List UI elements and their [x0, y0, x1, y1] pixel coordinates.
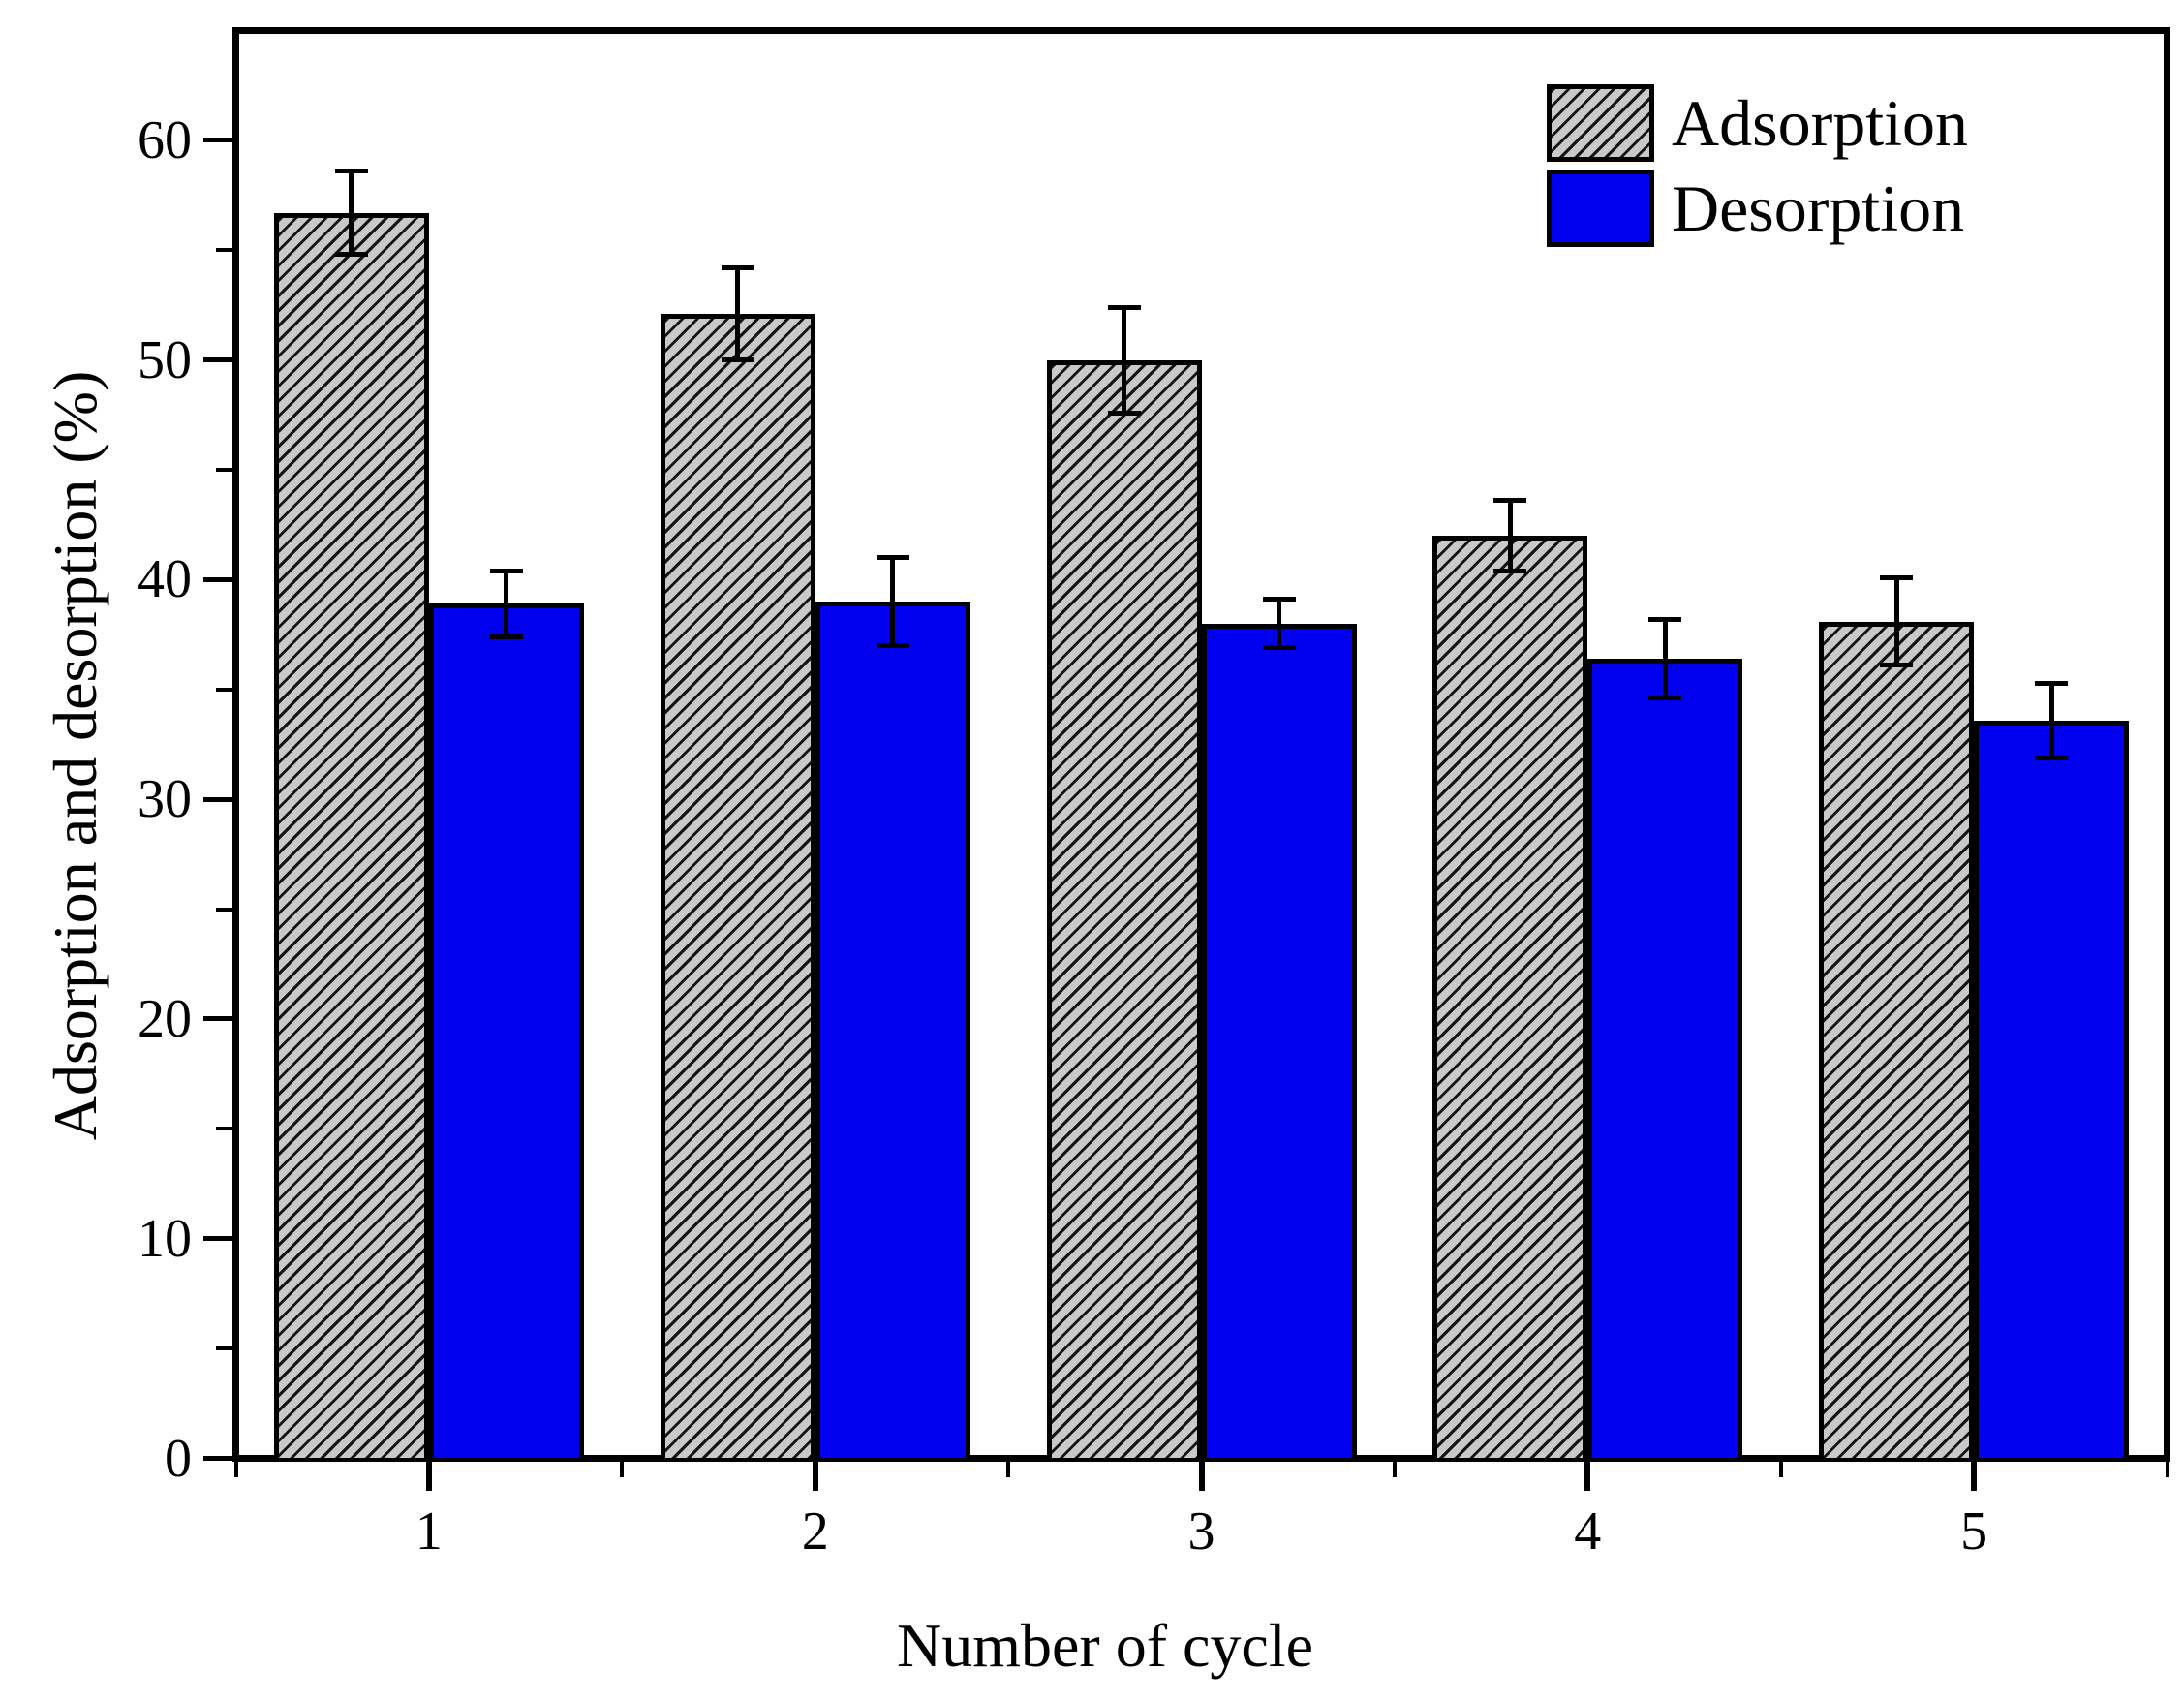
- bar-adsorption-cycle-2: [660, 314, 815, 1459]
- error-bar-desorption-cycle-1-cap-top: [489, 568, 523, 573]
- x-major-tick-3: [1198, 1462, 1205, 1491]
- y-major-tick-20: [203, 1016, 232, 1022]
- x-axis-title: Number of cycle: [896, 1611, 1314, 1680]
- plot-frame-right: [2164, 27, 2170, 1462]
- error-bar-adsorption-cycle-1-line: [349, 170, 354, 255]
- y-minor-tick-35: [216, 687, 232, 692]
- y-tick-label-20: 20: [138, 988, 192, 1049]
- y-axis-line: [232, 27, 239, 1462]
- x-major-tick-2: [812, 1462, 818, 1491]
- error-bar-desorption-cycle-1-cap-bottom: [489, 634, 523, 639]
- y-tick-label-60: 60: [138, 109, 192, 170]
- y-minor-tick-25: [216, 907, 232, 912]
- x-minor-tick-0.5: [233, 1462, 238, 1477]
- legend-label-desorption: Desorption: [1672, 171, 1965, 245]
- y-minor-tick-5: [216, 1346, 232, 1351]
- x-tick-label-2: 2: [801, 1501, 829, 1562]
- x-minor-tick-1.5: [620, 1462, 625, 1477]
- error-bar-adsorption-cycle-5-cap-top: [1880, 574, 1914, 580]
- error-bar-desorption-cycle-2-cap-top: [876, 555, 909, 561]
- bar-desorption-cycle-4: [1587, 659, 1743, 1459]
- error-bar-desorption-cycle-3-cap-top: [1262, 597, 1296, 603]
- error-bar-desorption-cycle-4-cap-bottom: [1648, 696, 1682, 701]
- y-major-tick-10: [203, 1236, 232, 1242]
- error-bar-desorption-cycle-3-cap-bottom: [1262, 645, 1296, 651]
- error-bar-desorption-cycle-2-line: [890, 557, 896, 646]
- y-minor-tick-55: [216, 248, 232, 253]
- bar-adsorption-cycle-3: [1046, 359, 1202, 1459]
- y-major-tick-30: [203, 796, 232, 802]
- error-bar-desorption-cycle-4-cap-top: [1648, 616, 1682, 622]
- x-tick-label-4: 4: [1574, 1501, 1602, 1562]
- x-axis-line: [232, 1455, 2170, 1462]
- error-bar-desorption-cycle-5-line: [2048, 683, 2054, 758]
- x-major-tick-4: [1584, 1462, 1591, 1491]
- bar-desorption-cycle-5: [1974, 720, 2130, 1459]
- bar-desorption-cycle-3: [1201, 623, 1357, 1459]
- bar-adsorption-cycle-1: [273, 212, 429, 1459]
- error-bar-desorption-cycle-3-line: [1277, 599, 1281, 648]
- x-tick-label-3: 3: [1187, 1501, 1215, 1562]
- plot-frame-top: [232, 27, 2170, 34]
- error-bar-adsorption-cycle-1-cap-bottom: [334, 252, 368, 258]
- legend-label-adsorption: Adsorption: [1672, 86, 1968, 160]
- error-bar-adsorption-cycle-2-cap-bottom: [721, 357, 754, 363]
- legend-entry-adsorption: Adsorption: [1547, 84, 1968, 162]
- x-tick-label-1: 1: [415, 1501, 443, 1562]
- x-major-tick-5: [1971, 1462, 1978, 1491]
- error-bar-desorption-cycle-5-cap-bottom: [2035, 755, 2069, 760]
- bar-adsorption-cycle-5: [1819, 621, 1975, 1459]
- error-bar-adsorption-cycle-4-line: [1507, 500, 1513, 572]
- error-bar-desorption-cycle-4-line: [1662, 619, 1668, 698]
- y-tick-label-50: 50: [138, 329, 192, 390]
- y-tick-label-0: 0: [165, 1428, 192, 1489]
- error-bar-adsorption-cycle-3-cap-bottom: [1107, 410, 1141, 416]
- error-bar-adsorption-cycle-2-cap-top: [721, 264, 754, 270]
- y-tick-label-10: 10: [138, 1208, 192, 1269]
- bar-adsorption-cycle-4: [1432, 536, 1588, 1459]
- error-bar-adsorption-cycle-3-line: [1122, 307, 1126, 414]
- y-major-tick-60: [203, 138, 232, 143]
- error-bar-adsorption-cycle-5-line: [1893, 577, 1899, 665]
- legend-swatch-adsorption: [1547, 84, 1654, 162]
- bar-desorption-cycle-2: [815, 602, 970, 1459]
- error-bar-adsorption-cycle-1-cap-top: [334, 169, 368, 174]
- x-minor-tick-2.5: [1006, 1462, 1011, 1477]
- y-tick-label-30: 30: [138, 769, 192, 830]
- error-bar-desorption-cycle-1-line: [504, 571, 509, 637]
- x-minor-tick-3.5: [1392, 1462, 1397, 1477]
- legend-swatch-desorption: [1547, 170, 1654, 247]
- x-minor-tick-4.5: [1778, 1462, 1783, 1477]
- error-bar-desorption-cycle-2-cap-bottom: [876, 642, 909, 648]
- bar-desorption-cycle-1: [428, 603, 584, 1459]
- y-major-tick-0: [203, 1456, 232, 1461]
- x-major-tick-1: [425, 1462, 432, 1491]
- x-tick-label-5: 5: [1960, 1501, 1988, 1562]
- y-major-tick-40: [203, 576, 232, 582]
- error-bar-adsorption-cycle-5-cap-bottom: [1880, 663, 1914, 668]
- x-minor-tick-5.5: [2165, 1462, 2169, 1477]
- error-bar-adsorption-cycle-2-line: [735, 267, 741, 360]
- legend-entry-desorption: Desorption: [1547, 170, 1964, 247]
- y-minor-tick-45: [216, 468, 232, 473]
- y-major-tick-50: [203, 357, 232, 363]
- y-tick-label-40: 40: [138, 549, 192, 610]
- error-bar-adsorption-cycle-4-cap-bottom: [1493, 568, 1527, 573]
- error-bar-adsorption-cycle-4-cap-top: [1493, 498, 1527, 504]
- y-axis-title: Adsorption and desorption (%): [41, 370, 109, 1141]
- error-bar-adsorption-cycle-3-cap-top: [1107, 304, 1141, 310]
- error-bar-desorption-cycle-5-cap-top: [2035, 680, 2069, 686]
- y-minor-tick-15: [216, 1127, 232, 1131]
